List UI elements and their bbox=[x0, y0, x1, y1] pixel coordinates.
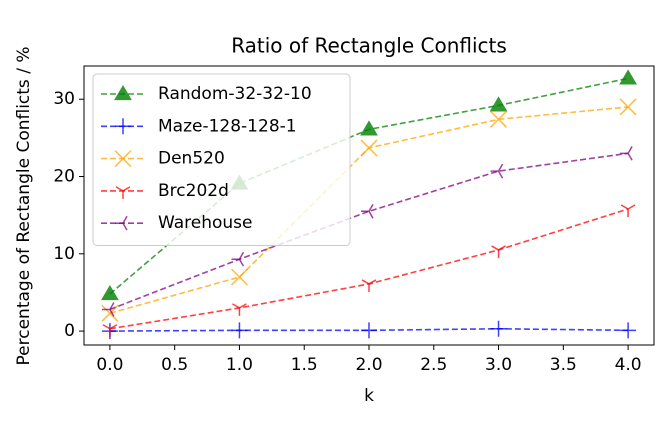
x-axis-label: k bbox=[364, 386, 374, 406]
data-point bbox=[230, 268, 248, 286]
legend-marker bbox=[114, 85, 132, 101]
data-point bbox=[619, 69, 637, 85]
data-point bbox=[102, 324, 118, 337]
data-point bbox=[620, 145, 633, 161]
data-point bbox=[490, 163, 504, 179]
legend-marker bbox=[115, 118, 131, 135]
legend-marker bbox=[115, 186, 131, 199]
data-point bbox=[361, 203, 374, 219]
data-point bbox=[489, 96, 508, 112]
data-point bbox=[490, 110, 508, 128]
legend-label: Den520 bbox=[158, 149, 225, 169]
y-tick-label: 20 bbox=[53, 167, 75, 187]
data-point bbox=[361, 322, 377, 339]
data-point bbox=[231, 251, 245, 267]
series-line bbox=[109, 327, 629, 332]
y-tick-label: 10 bbox=[53, 244, 75, 264]
x-tick-label: 1.0 bbox=[226, 355, 253, 375]
y-tick-label: 30 bbox=[53, 89, 75, 109]
data-point bbox=[491, 245, 506, 258]
legend-label: Maze-128-128-1 bbox=[158, 116, 297, 136]
x-tick-label: 0.5 bbox=[161, 355, 188, 375]
legend-label: Warehouse bbox=[158, 213, 252, 233]
data-point bbox=[619, 98, 637, 116]
data-point bbox=[101, 285, 119, 301]
x-tick-label: 1.5 bbox=[291, 355, 318, 375]
data-point bbox=[490, 320, 507, 337]
data-point bbox=[101, 302, 115, 317]
legend-marker bbox=[114, 150, 132, 168]
x-tick-label: 2.0 bbox=[355, 355, 382, 375]
series-line bbox=[109, 152, 629, 311]
x-tick-label: 3.0 bbox=[485, 355, 512, 375]
legend-label: Brc202d bbox=[158, 181, 229, 201]
x-tick-label: 3.5 bbox=[550, 355, 577, 375]
data-point bbox=[232, 303, 247, 316]
y-tick-label: 0 bbox=[64, 321, 75, 341]
data-point bbox=[231, 322, 248, 339]
x-tick-label: 0.0 bbox=[96, 355, 123, 375]
data-point bbox=[360, 139, 378, 157]
data-point bbox=[360, 120, 378, 136]
data-point bbox=[620, 322, 637, 339]
chart-title: Ratio of Rectangle Conflicts bbox=[231, 34, 507, 58]
data-point bbox=[361, 279, 377, 292]
data-point bbox=[620, 204, 636, 217]
legend-label: Random-32-32-10 bbox=[158, 84, 312, 104]
legend-marker bbox=[115, 215, 128, 231]
x-tick-label: 4.0 bbox=[615, 355, 642, 375]
y-axis-label: Percentage of Rectangle Conflicts / % bbox=[14, 47, 34, 366]
legend-box bbox=[92, 73, 351, 246]
x-tick-label: 2.5 bbox=[420, 355, 447, 375]
